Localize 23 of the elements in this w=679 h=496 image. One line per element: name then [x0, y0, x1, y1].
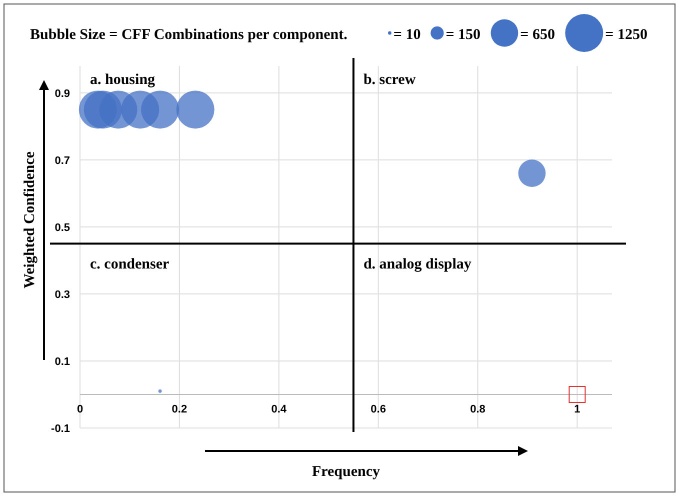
- annotation: c. condenser: [90, 256, 170, 273]
- x-tick-label: 0.6: [370, 403, 386, 416]
- x-tick-label: 1: [574, 403, 580, 416]
- x-tick-label: 0.8: [470, 403, 486, 416]
- legend-title: Bubble Size = CFF Combinations per component.: [30, 27, 348, 43]
- annotation: d. analog display: [363, 256, 472, 273]
- legend-label: = 1250: [605, 27, 648, 43]
- legend-label: = 150: [446, 27, 481, 43]
- legend-label: = 650: [520, 27, 555, 43]
- x-tick-label: 0: [76, 403, 84, 416]
- annotation: a. housing: [90, 72, 156, 88]
- y-tick-label: 0.7: [54, 154, 70, 167]
- y-tick-label: 0.1: [54, 356, 70, 368]
- y-axis-title: Weighted Confidence: [22, 151, 38, 289]
- y-tick-label: -0.1: [51, 423, 70, 435]
- annotation: b. screw: [363, 72, 416, 88]
- y-tick-label: 0.5: [54, 222, 70, 234]
- y-tick-label: 0.9: [54, 88, 70, 100]
- x-tick-label: 0.2: [172, 403, 188, 416]
- y-tick-label: 0.3: [54, 288, 70, 301]
- x-tick-label: 0.4: [271, 403, 288, 416]
- legend-label: = 10: [393, 27, 421, 43]
- x-axis-title: Frequency: [312, 464, 381, 480]
